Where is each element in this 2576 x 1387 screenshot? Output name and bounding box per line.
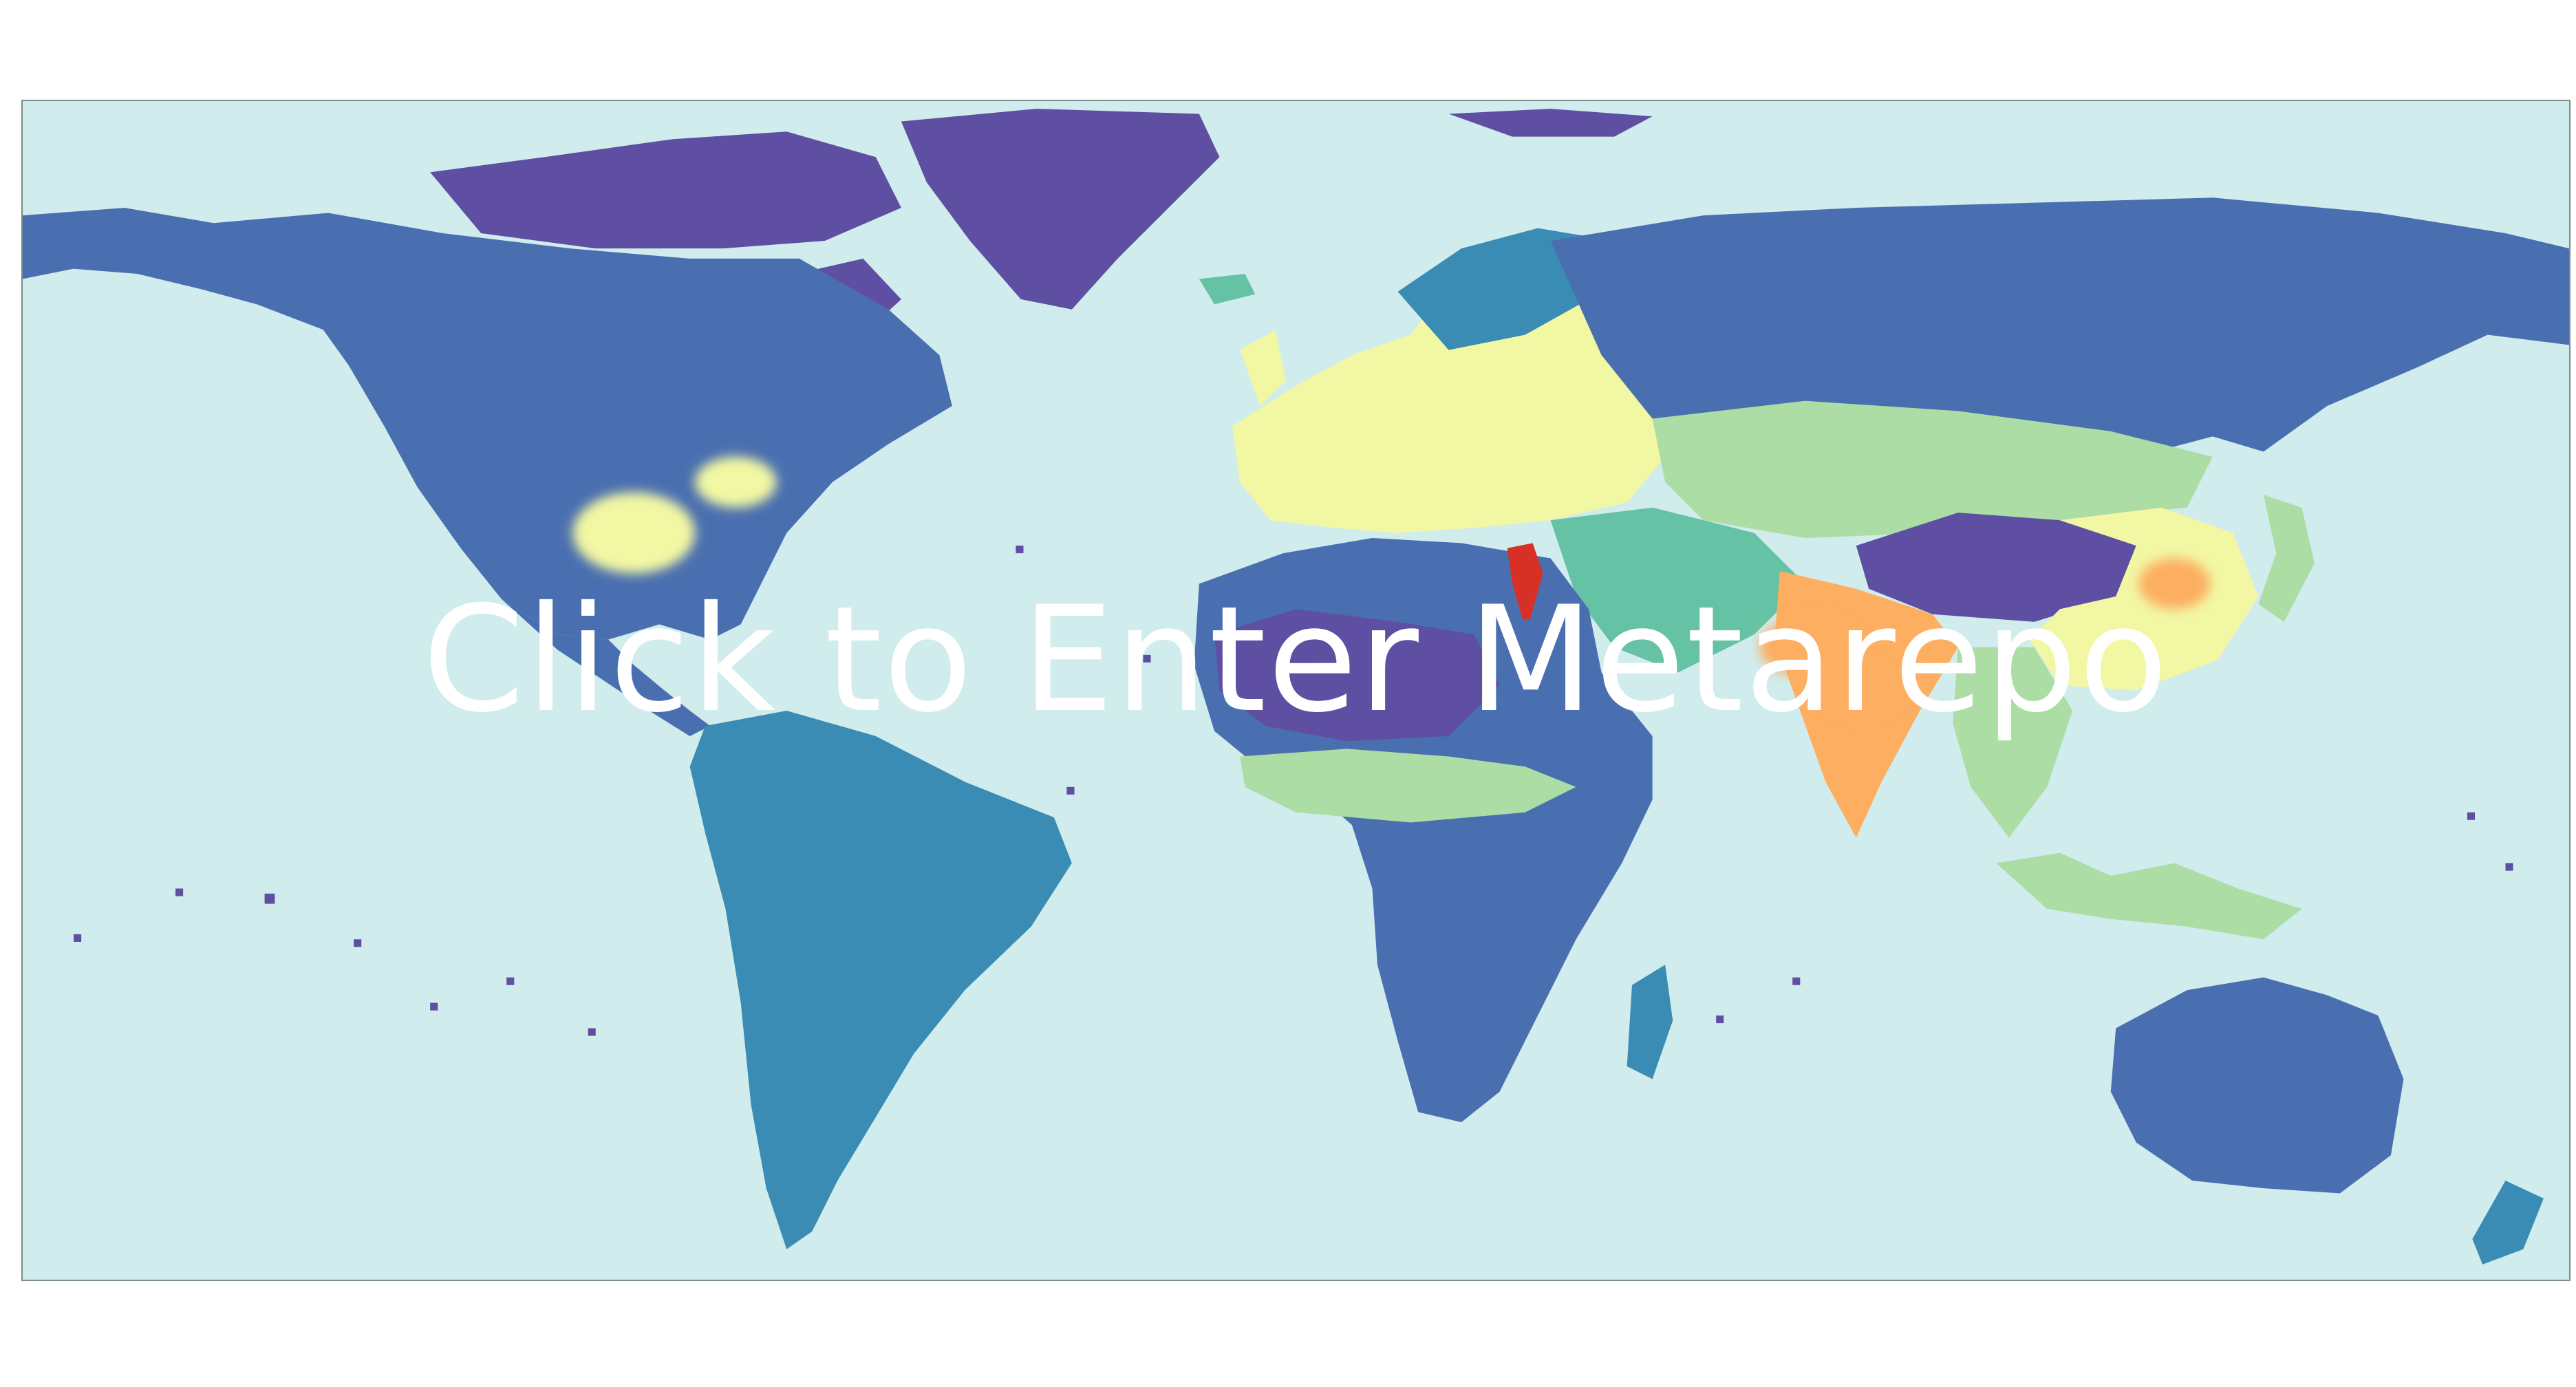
- north-america: [23, 208, 952, 640]
- nile-delta: [1507, 543, 1543, 620]
- japan: [2258, 495, 2315, 622]
- enter-link[interactable]: Click to Enter Metarepo: [23, 101, 2569, 1280]
- greenland: [901, 109, 1220, 310]
- south-america: [689, 711, 1072, 1249]
- china: [2029, 507, 2259, 691]
- indonesia: [1996, 852, 2302, 940]
- arctic-islands: [430, 131, 901, 249]
- madagascar: [1627, 965, 1673, 1079]
- world-map-graphic: [23, 109, 2569, 1265]
- islands: [74, 546, 2513, 1036]
- middle-east: [1550, 507, 1805, 673]
- central-america: [501, 599, 711, 736]
- australia: [2110, 977, 2404, 1194]
- hotspots: [572, 421, 2211, 716]
- new-zealand: [2472, 1181, 2544, 1265]
- world-map[interactable]: Click to Enter Metarepo: [21, 100, 2570, 1281]
- enter-link-text: Click to Enter Metarepo: [422, 574, 2169, 744]
- sahara: [1214, 609, 1500, 742]
- tibet: [1856, 513, 2136, 622]
- southeast-asia: [1953, 647, 2073, 838]
